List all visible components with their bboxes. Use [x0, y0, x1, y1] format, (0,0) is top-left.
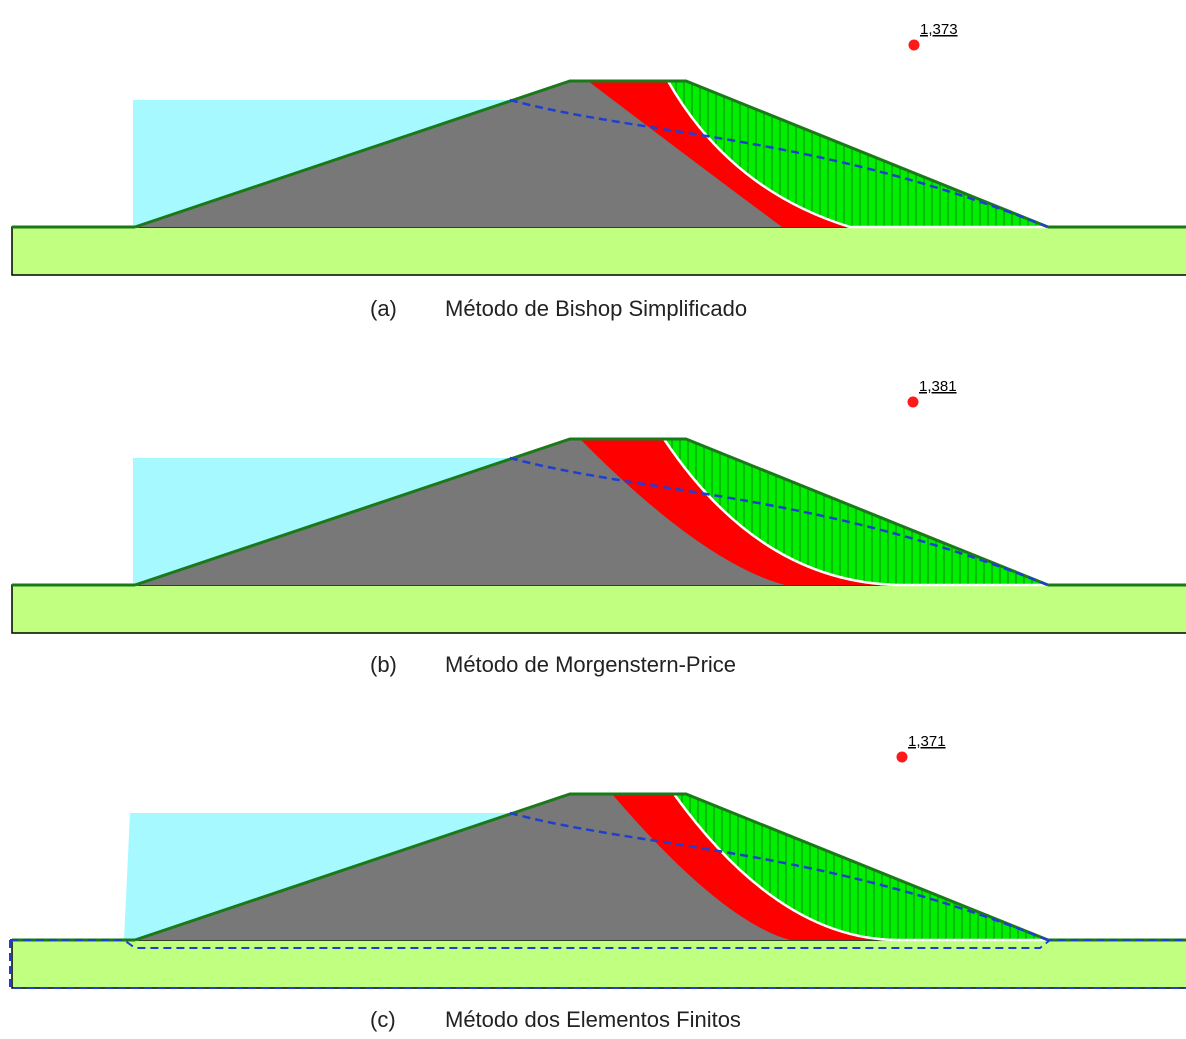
page: 1,373 (a) Método de Bishop Simplificado 1,3… — [0, 0, 1186, 1039]
caption-label: (b) — [370, 652, 397, 677]
panel — [12, 81, 1186, 275]
safety-factor: 1,371 — [908, 733, 946, 750]
foundation — [12, 227, 1186, 275]
foundation — [12, 585, 1186, 633]
caption-label: (c) — [370, 1007, 396, 1032]
center-point — [897, 752, 908, 763]
center-point — [908, 397, 919, 408]
safety-factor: 1,381 — [919, 378, 957, 395]
safety-factor: 1,373 — [920, 21, 958, 38]
center-point — [909, 40, 920, 51]
caption: Método dos Elementos Finitos — [445, 1007, 741, 1032]
caption: Método de Morgenstern-Price — [445, 652, 736, 677]
figure: 1,373 (a) Método de Bishop Simplificado 1,3… — [0, 0, 1186, 1039]
panel — [10, 794, 1186, 988]
caption-label: (a) — [370, 296, 397, 321]
panel — [12, 439, 1186, 633]
caption: Método de Bishop Simplificado — [445, 296, 747, 321]
